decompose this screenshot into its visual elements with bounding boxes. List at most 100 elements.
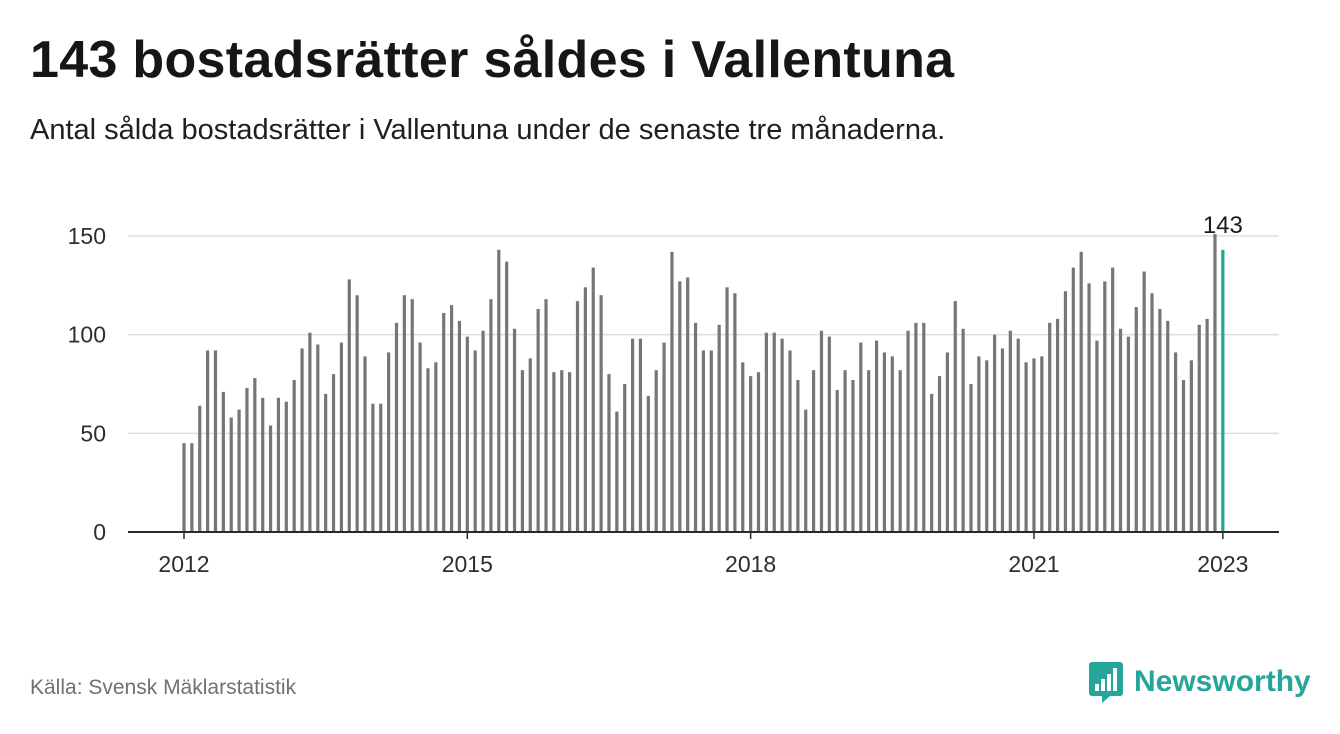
bar xyxy=(1181,380,1186,532)
bar xyxy=(1016,338,1020,532)
bar xyxy=(749,376,753,532)
bar xyxy=(859,342,863,532)
bar xyxy=(1008,330,1012,532)
bar xyxy=(1134,307,1138,532)
bar xyxy=(890,356,894,532)
x-tick-label: 2012 xyxy=(158,551,209,577)
bar xyxy=(686,277,690,532)
bar xyxy=(190,443,194,532)
bar xyxy=(1205,318,1209,532)
bar xyxy=(536,309,540,532)
bar xyxy=(1000,348,1005,532)
bar xyxy=(221,391,225,532)
bar xyxy=(638,338,643,532)
bar xyxy=(678,281,682,532)
y-tick-label: 100 xyxy=(68,322,106,348)
chart-subtitle: Antal sålda bostadsrätter i Vallentuna u… xyxy=(30,114,946,146)
bar xyxy=(867,370,871,532)
bar xyxy=(1118,328,1123,532)
bar xyxy=(434,362,438,532)
bar xyxy=(827,336,831,532)
bar xyxy=(1142,271,1146,532)
bar xyxy=(804,409,808,532)
bar xyxy=(977,356,981,532)
bar xyxy=(615,411,619,532)
bar xyxy=(662,342,666,532)
bar xyxy=(741,362,745,532)
bar xyxy=(1095,340,1099,532)
bar xyxy=(693,322,698,532)
bar xyxy=(387,352,391,532)
newsworthy-chart-icon xyxy=(1089,662,1123,703)
bar xyxy=(331,374,336,532)
bar xyxy=(623,384,627,532)
bar xyxy=(1048,322,1052,532)
x-axis xyxy=(128,531,1279,539)
y-tick-label: 0 xyxy=(93,519,106,545)
bar xyxy=(1079,251,1083,533)
y-tick-label: 50 xyxy=(80,420,106,446)
bar xyxy=(284,401,288,532)
bar xyxy=(418,342,422,532)
annotations: 143 xyxy=(1203,212,1243,239)
bar xyxy=(961,328,965,532)
bar xyxy=(300,348,304,532)
bar xyxy=(733,293,737,532)
bar-highlight xyxy=(1221,249,1225,532)
bar xyxy=(560,370,564,532)
bar xyxy=(725,287,729,532)
bar xyxy=(339,342,343,532)
bar xyxy=(465,336,469,532)
bar xyxy=(1174,352,1178,532)
bar xyxy=(772,332,776,532)
bar xyxy=(442,312,446,532)
bar xyxy=(788,350,792,532)
bar xyxy=(308,332,312,532)
bar xyxy=(568,372,572,532)
bar xyxy=(268,425,273,532)
bar-chart: 0 50 100 150 2012 2015 2018 2021 2023 143 xyxy=(68,212,1279,577)
bar xyxy=(1126,336,1130,532)
bar xyxy=(1024,362,1028,532)
x-tick-label: 2021 xyxy=(1008,551,1059,577)
bar xyxy=(1032,358,1036,532)
bar xyxy=(292,380,296,532)
bar xyxy=(371,403,375,532)
bar xyxy=(835,389,839,532)
bar xyxy=(1158,309,1162,532)
bar xyxy=(764,332,768,532)
bar xyxy=(253,378,257,532)
bar xyxy=(993,334,997,532)
bar xyxy=(229,417,233,532)
bar xyxy=(1071,267,1075,532)
bar xyxy=(953,301,957,532)
bar xyxy=(874,340,879,532)
bar xyxy=(930,393,934,532)
bar xyxy=(819,330,824,532)
x-tick-label: 2015 xyxy=(442,551,493,577)
bar xyxy=(481,330,485,532)
bar xyxy=(520,370,525,532)
bar xyxy=(583,287,587,532)
bar xyxy=(882,352,887,532)
y-axis-labels: 0 50 100 150 xyxy=(68,223,106,545)
bar xyxy=(922,322,926,532)
bar xyxy=(914,322,918,532)
bar xyxy=(630,338,635,532)
bar xyxy=(985,360,989,532)
bar xyxy=(1055,318,1060,532)
bar xyxy=(394,322,399,532)
bar xyxy=(1150,293,1154,532)
bar xyxy=(717,324,721,532)
bar xyxy=(670,251,674,533)
bar xyxy=(843,370,847,532)
brand-name: Newsworthy xyxy=(1134,665,1311,698)
bar xyxy=(1087,283,1091,532)
x-axis-labels: 2012 2015 2018 2021 2023 xyxy=(158,551,1248,577)
bar xyxy=(1040,356,1044,532)
bar xyxy=(599,295,603,532)
highlight-value-label: 143 xyxy=(1203,212,1243,239)
bar xyxy=(402,295,406,532)
bar xyxy=(796,380,800,532)
bar xyxy=(1166,320,1170,532)
